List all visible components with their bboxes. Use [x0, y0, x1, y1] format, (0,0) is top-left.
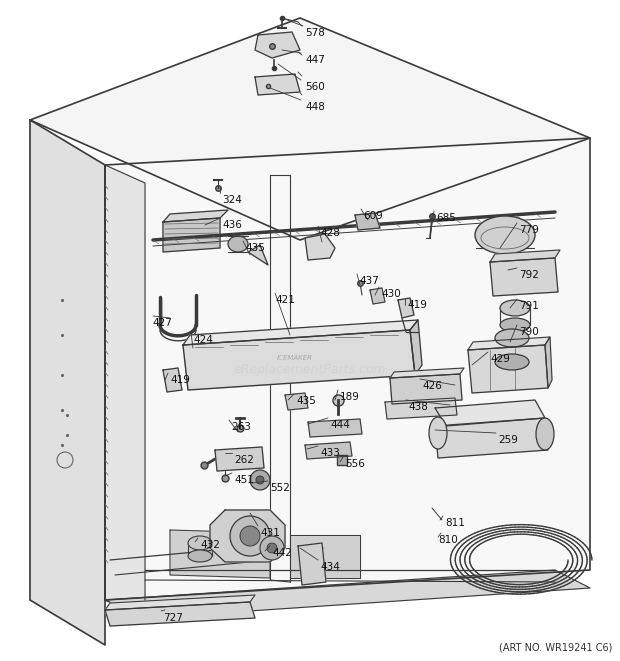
Polygon shape	[30, 18, 590, 240]
Text: 556: 556	[345, 459, 365, 469]
Polygon shape	[163, 368, 182, 392]
Polygon shape	[163, 210, 228, 222]
Text: 447: 447	[305, 55, 325, 65]
Polygon shape	[105, 165, 145, 618]
Text: 451: 451	[234, 475, 254, 485]
Text: 791: 791	[519, 301, 539, 311]
Text: 429: 429	[490, 354, 510, 364]
Text: 448: 448	[305, 102, 325, 112]
Ellipse shape	[495, 329, 529, 347]
Text: 560: 560	[305, 82, 325, 92]
Polygon shape	[105, 138, 590, 600]
Text: 790: 790	[519, 327, 539, 337]
Ellipse shape	[500, 318, 530, 332]
Polygon shape	[398, 298, 414, 318]
Polygon shape	[30, 120, 105, 645]
Polygon shape	[105, 570, 590, 618]
Ellipse shape	[188, 536, 212, 550]
Ellipse shape	[475, 216, 535, 254]
Text: 435: 435	[245, 243, 265, 253]
Circle shape	[267, 543, 277, 553]
Text: 436: 436	[222, 220, 242, 230]
Text: 552: 552	[270, 483, 290, 493]
Polygon shape	[215, 447, 264, 471]
Text: 442: 442	[272, 548, 292, 558]
Polygon shape	[435, 418, 548, 458]
Polygon shape	[410, 320, 422, 375]
Polygon shape	[468, 345, 548, 393]
Text: 432: 432	[200, 540, 220, 550]
Polygon shape	[305, 442, 352, 459]
Circle shape	[230, 516, 270, 556]
Text: 430: 430	[381, 289, 401, 299]
Text: eReplacementParts.com: eReplacementParts.com	[234, 364, 386, 377]
Text: 792: 792	[519, 270, 539, 280]
Polygon shape	[255, 32, 300, 58]
Polygon shape	[490, 250, 560, 262]
Polygon shape	[170, 530, 270, 578]
Ellipse shape	[429, 417, 447, 449]
Ellipse shape	[495, 354, 529, 370]
Polygon shape	[285, 393, 308, 410]
Polygon shape	[255, 74, 300, 95]
Circle shape	[250, 470, 270, 490]
Text: 437: 437	[359, 276, 379, 286]
Polygon shape	[370, 288, 385, 304]
Text: 421: 421	[275, 295, 295, 305]
Text: 435: 435	[296, 396, 316, 406]
Text: 438: 438	[408, 402, 428, 412]
Ellipse shape	[500, 300, 530, 316]
Text: 419: 419	[407, 300, 427, 310]
Circle shape	[256, 476, 264, 484]
Polygon shape	[163, 218, 220, 252]
Text: 428: 428	[320, 228, 340, 238]
Polygon shape	[468, 337, 550, 350]
Text: 727: 727	[163, 613, 183, 623]
Text: 419: 419	[170, 375, 190, 385]
Polygon shape	[490, 258, 558, 296]
Ellipse shape	[188, 550, 212, 562]
Text: 433: 433	[320, 448, 340, 458]
Polygon shape	[545, 337, 552, 388]
Text: 427: 427	[152, 318, 172, 328]
Ellipse shape	[228, 236, 248, 252]
Polygon shape	[385, 398, 457, 419]
Circle shape	[240, 526, 260, 546]
Polygon shape	[248, 245, 268, 265]
Text: 263: 263	[231, 422, 251, 432]
Text: 685: 685	[436, 213, 456, 223]
Text: 324: 324	[222, 195, 242, 205]
Polygon shape	[290, 535, 360, 578]
Text: 262: 262	[234, 455, 254, 465]
Polygon shape	[183, 330, 415, 390]
Polygon shape	[308, 419, 362, 437]
Text: 578: 578	[305, 28, 325, 38]
Text: 259: 259	[498, 435, 518, 445]
Text: 810: 810	[438, 535, 458, 545]
Polygon shape	[298, 543, 326, 585]
Text: 444: 444	[330, 420, 350, 430]
Text: 811: 811	[445, 518, 465, 528]
Polygon shape	[390, 374, 462, 404]
Polygon shape	[305, 234, 335, 260]
Text: ICEMAKER: ICEMAKER	[277, 355, 313, 361]
Polygon shape	[355, 213, 380, 230]
Polygon shape	[105, 595, 255, 610]
Polygon shape	[435, 400, 545, 426]
Polygon shape	[183, 320, 418, 345]
Text: 426: 426	[422, 381, 442, 391]
Text: 609: 609	[363, 211, 383, 221]
Text: 189: 189	[340, 392, 360, 402]
Text: 424: 424	[193, 335, 213, 345]
Polygon shape	[105, 602, 255, 626]
Text: 434: 434	[320, 562, 340, 572]
Circle shape	[260, 536, 284, 560]
Text: 779: 779	[519, 225, 539, 235]
Polygon shape	[390, 368, 464, 378]
Text: (ART NO. WR19241 C6): (ART NO. WR19241 C6)	[498, 643, 612, 653]
Text: 431: 431	[260, 528, 280, 538]
Polygon shape	[210, 510, 285, 562]
Ellipse shape	[536, 418, 554, 450]
